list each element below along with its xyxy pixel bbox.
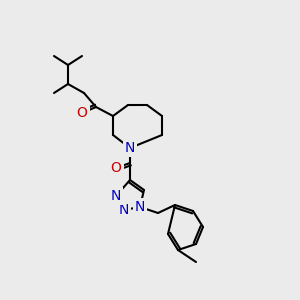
Text: N: N	[135, 200, 145, 214]
Text: N: N	[119, 203, 129, 217]
Text: N: N	[111, 189, 121, 203]
Text: O: O	[111, 161, 122, 175]
Text: O: O	[76, 106, 87, 120]
Text: N: N	[125, 141, 135, 155]
